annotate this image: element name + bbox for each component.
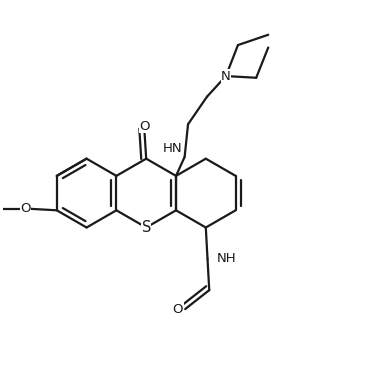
Text: N: N [221, 69, 231, 83]
Text: S: S [142, 220, 151, 235]
Text: O: O [173, 303, 183, 316]
Text: NH: NH [217, 252, 237, 265]
Text: O: O [139, 120, 149, 133]
Text: HN: HN [163, 142, 183, 155]
Text: O: O [21, 202, 31, 215]
